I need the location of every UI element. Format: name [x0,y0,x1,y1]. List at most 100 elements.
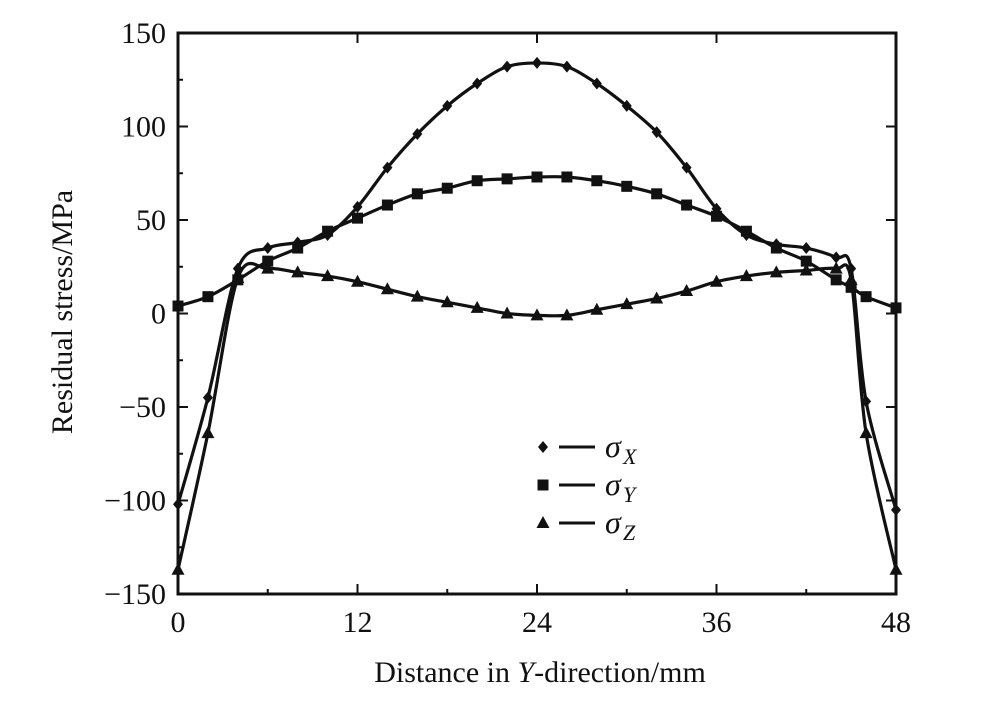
data-point-sigma-z [440,295,454,308]
data-point-sigma-z [590,302,604,315]
data-point-sigma-x [681,161,692,174]
y-tick-label: 0 [151,298,166,331]
data-point-sigma-z [351,274,364,287]
data-point-sigma-z [530,308,544,321]
legend-subscript-sigma-z: Z [623,520,636,545]
x-axis: 0 12 24 36 48 [171,33,911,639]
data-point-sigma-x [831,251,842,264]
series-sigma-y [172,171,902,314]
series-sigma-z [171,261,903,575]
data-point-sigma-x [472,77,483,90]
series-line-sigma-z [176,262,898,571]
data-point-sigma-y [501,173,513,185]
legend-marker-sigma-y [537,479,549,491]
x-tick-label: 36 [702,606,732,639]
data-point-sigma-z [261,261,275,274]
x-axis-title-prefix: Distance in [374,656,517,689]
data-point-sigma-z [500,306,514,319]
data-point-sigma-z [710,274,723,287]
series-line-sigma-x [176,61,898,511]
y-tick-label: 100 [121,111,166,144]
data-point-sigma-x [532,56,542,69]
data-point-sigma-z [321,269,335,282]
data-point-sigma-x [262,242,273,255]
data-point-sigma-z [380,282,394,295]
data-point-sigma-y [800,255,812,267]
data-point-sigma-y [411,188,423,200]
data-point-sigma-z [739,269,753,282]
x-tick-label: 12 [343,606,373,639]
x-axis-title-suffix: -direction/mm [534,656,706,689]
data-point-sigma-z [889,562,903,575]
legend-subscript-sigma-x: X [622,444,638,469]
data-point-sigma-z [769,265,783,278]
y-tick-label: −100 [104,485,166,518]
data-point-sigma-y [172,300,184,312]
data-point-sigma-x [173,498,183,511]
data-point-sigma-y [262,255,274,267]
data-point-sigma-y [352,212,363,224]
x-axis-title: Distance in Y-direction/mm [374,656,706,689]
series-layer [171,56,903,575]
legend-symbol-sigma-x: σ [605,428,622,464]
data-point-sigma-x [202,391,213,404]
data-point-sigma-x [412,127,423,140]
legend-marker-sigma-z [536,516,550,528]
data-point-sigma-y [651,188,663,200]
data-point-sigma-y [292,242,304,254]
data-point-sigma-y [681,199,693,211]
legend-symbol-sigma-z: σ [605,504,622,540]
legend-marker-sigma-x [538,441,548,453]
y-axis-title: Residual stress/MPa [46,190,79,434]
data-point-sigma-z [560,308,574,321]
data-point-sigma-x [561,60,572,73]
data-point-sigma-z [680,284,694,297]
data-point-sigma-x [891,503,901,516]
data-point-sigma-z [829,261,843,274]
data-point-sigma-z [620,297,634,310]
data-point-sigma-x [442,99,453,112]
data-point-sigma-x [801,242,812,255]
data-point-sigma-z [859,426,873,439]
x-tick-label: 24 [522,606,552,639]
x-axis-title-variable: Y [517,656,537,689]
data-point-sigma-z [470,300,484,313]
data-point-sigma-y [860,291,872,303]
data-point-sigma-y [890,302,902,314]
y-tick-label: −50 [119,391,166,424]
data-point-sigma-z [799,263,813,276]
y-tick-label: 150 [121,17,166,50]
data-point-sigma-z [171,562,185,575]
data-point-sigma-x [502,60,513,73]
data-point-sigma-y [621,180,633,192]
data-point-sigma-y [711,210,722,222]
data-point-sigma-y [202,291,214,303]
data-point-sigma-y [381,199,393,211]
series-sigma-x [173,56,901,516]
data-point-sigma-z [291,265,305,278]
data-point-sigma-y [531,171,543,183]
data-point-sigma-x [382,161,393,174]
data-point-sigma-x [621,99,632,112]
data-point-sigma-y [471,175,483,187]
y-axis: −150 −100 −50 0 50 100 150 [104,17,896,611]
y-tick-label: −150 [104,578,166,611]
data-point-sigma-y [441,182,453,194]
data-point-sigma-y [322,225,334,237]
x-tick-label: 48 [881,606,911,639]
data-point-sigma-z [410,289,424,302]
data-point-sigma-y [591,175,603,187]
data-point-sigma-y [740,225,752,237]
legend: σ Xσ Yσ Z [536,428,638,545]
data-point-sigma-z [231,270,245,283]
data-point-sigma-z [844,272,858,285]
data-point-sigma-y [770,242,782,254]
x-tick-label: 0 [171,606,186,639]
data-point-sigma-y [561,171,573,183]
data-point-sigma-x [651,126,662,139]
legend-symbol-sigma-y: σ [605,466,622,502]
